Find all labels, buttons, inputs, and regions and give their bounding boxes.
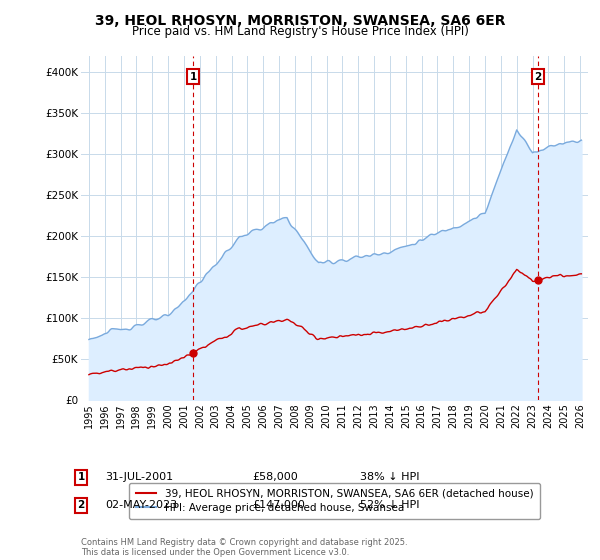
Text: 2: 2 bbox=[535, 72, 542, 82]
Text: 39, HEOL RHOSYN, MORRISTON, SWANSEA, SA6 6ER: 39, HEOL RHOSYN, MORRISTON, SWANSEA, SA6… bbox=[95, 14, 505, 28]
Text: 2: 2 bbox=[77, 500, 85, 510]
Text: 52% ↓ HPI: 52% ↓ HPI bbox=[360, 500, 419, 510]
Text: 31-JUL-2001: 31-JUL-2001 bbox=[105, 472, 173, 482]
Text: £58,000: £58,000 bbox=[252, 472, 298, 482]
Text: Contains HM Land Registry data © Crown copyright and database right 2025.
This d: Contains HM Land Registry data © Crown c… bbox=[81, 538, 407, 557]
Text: 1: 1 bbox=[190, 72, 197, 82]
Legend: 39, HEOL RHOSYN, MORRISTON, SWANSEA, SA6 6ER (detached house), HPI: Average pric: 39, HEOL RHOSYN, MORRISTON, SWANSEA, SA6… bbox=[130, 483, 539, 519]
Text: 02-MAY-2023: 02-MAY-2023 bbox=[105, 500, 177, 510]
Text: 1: 1 bbox=[77, 472, 85, 482]
Text: Price paid vs. HM Land Registry's House Price Index (HPI): Price paid vs. HM Land Registry's House … bbox=[131, 25, 469, 38]
Text: 38% ↓ HPI: 38% ↓ HPI bbox=[360, 472, 419, 482]
Text: £147,000: £147,000 bbox=[252, 500, 305, 510]
